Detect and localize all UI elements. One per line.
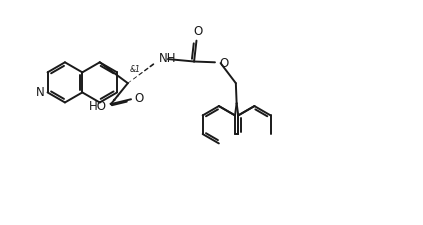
Text: NH: NH <box>159 52 177 65</box>
Text: &1: &1 <box>129 65 140 74</box>
Text: O: O <box>134 92 143 105</box>
Text: N: N <box>36 86 45 99</box>
Text: HO: HO <box>89 100 107 113</box>
Text: O: O <box>193 25 203 38</box>
Text: O: O <box>220 57 229 70</box>
